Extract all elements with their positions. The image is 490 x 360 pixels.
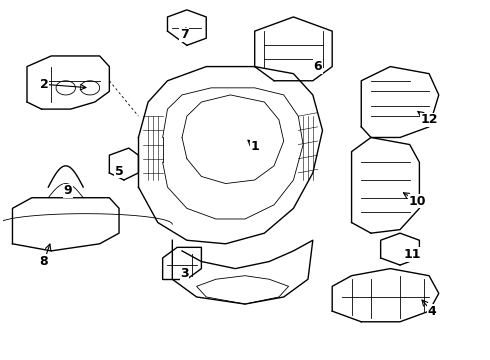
Text: 8: 8 [40,255,49,268]
Text: 4: 4 [427,305,436,318]
Text: 2: 2 [40,78,49,91]
Text: 1: 1 [250,140,259,153]
Text: 3: 3 [180,267,189,280]
Text: 6: 6 [313,60,322,73]
Text: 11: 11 [403,248,421,261]
Text: 12: 12 [420,113,438,126]
Text: 10: 10 [408,195,426,208]
Text: 5: 5 [115,165,123,177]
Text: 7: 7 [180,28,189,41]
Text: 9: 9 [64,184,73,197]
